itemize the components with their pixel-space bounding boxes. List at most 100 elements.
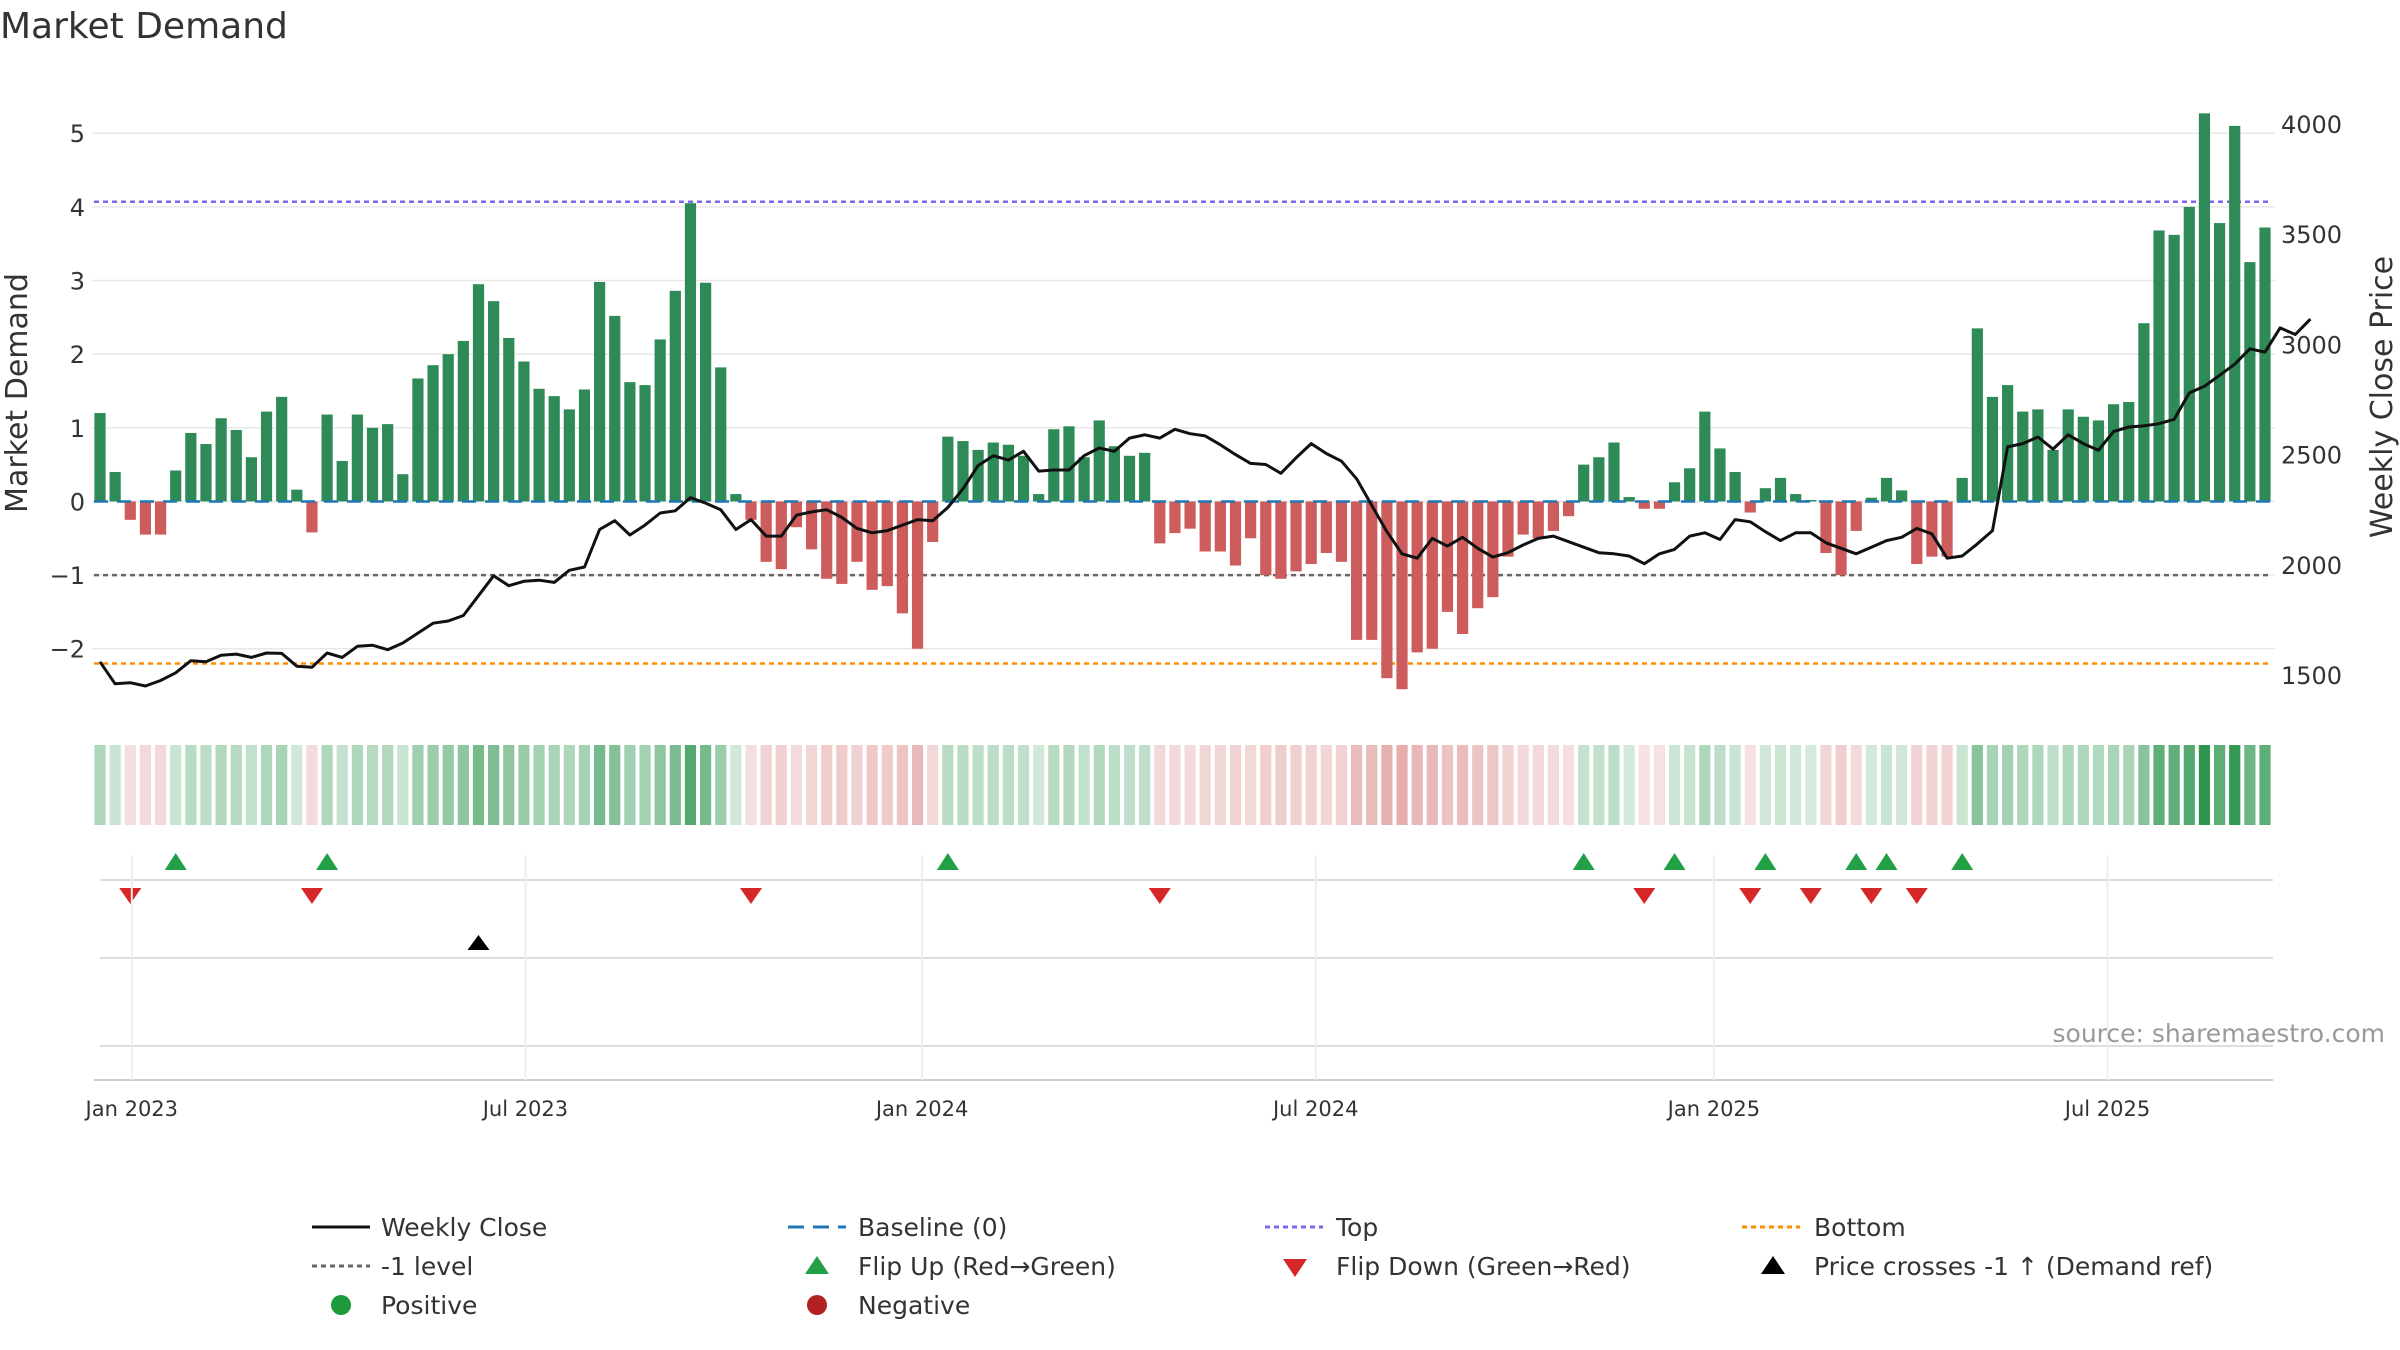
heat-strip-cell xyxy=(1108,745,1120,825)
heat-strip-cell xyxy=(1093,745,1105,825)
heat-strip-cell xyxy=(775,745,787,825)
left-axis-tick-label: −2 xyxy=(50,636,85,664)
heat-strip-cell xyxy=(1684,745,1696,825)
demand-bar-negative xyxy=(1472,501,1484,609)
heat-strip-cell xyxy=(1623,745,1635,825)
reference-lines xyxy=(94,200,2271,665)
flip-down-marker xyxy=(740,888,763,904)
heat-strip-cell xyxy=(2259,745,2271,825)
heat-strip-cell xyxy=(927,745,939,825)
heat-strip-cell xyxy=(200,745,212,825)
demand-bar-positive xyxy=(200,443,212,502)
demand-bar-positive xyxy=(94,413,106,502)
flip-up-marker xyxy=(1951,853,1974,870)
legend-item-baseline: Baseline (0) xyxy=(788,1213,1007,1242)
flip-down-marker xyxy=(1860,888,1883,904)
heat-strip-cell xyxy=(1472,745,1484,825)
heat-strip-cell xyxy=(1033,745,1045,825)
demand-bar-negative xyxy=(836,501,848,584)
left-axis-tick-label: 4 xyxy=(70,194,85,222)
demand-bar-positive xyxy=(2077,416,2089,502)
left-axis-tick-label: 5 xyxy=(70,120,85,148)
legend-item-positive: Positive xyxy=(331,1291,477,1320)
demand-bar-positive xyxy=(1123,455,1136,502)
heat-strip-cell xyxy=(1396,745,1408,825)
left-axis-tick-label: 0 xyxy=(70,488,85,516)
demand-bar-negative xyxy=(760,501,772,562)
left-axis-tick-label: 2 xyxy=(70,341,85,369)
demand-bar-negative xyxy=(1547,501,1560,531)
demand-bar-negative xyxy=(1926,501,1938,557)
flip-down-marker xyxy=(1148,888,1171,904)
demand-bar-negative xyxy=(1351,501,1363,640)
demand-bars xyxy=(94,113,2271,690)
heat-strip-cell xyxy=(790,745,803,825)
flip-up-marker xyxy=(1572,853,1595,870)
demand-bar-negative xyxy=(911,501,924,649)
demand-bar-negative xyxy=(124,501,136,520)
heat-strip-cell xyxy=(1290,745,1302,825)
demand-bar-positive xyxy=(518,361,530,502)
flip-up-marker xyxy=(316,853,339,870)
heat-strip-cell xyxy=(578,745,591,825)
demand-bar-negative xyxy=(1744,501,1756,513)
event-markers xyxy=(94,853,2273,1081)
demand-bar-negative xyxy=(881,501,893,587)
heat-strip-cell xyxy=(1986,745,1999,825)
heat-strip-cell xyxy=(1971,745,1983,825)
heat-strip-cell xyxy=(2123,745,2135,825)
heat-strip-cell xyxy=(1426,745,1438,825)
demand-bar-positive xyxy=(669,290,681,502)
heat-strip-cell xyxy=(260,745,273,825)
demand-bar-positive xyxy=(1865,497,1877,502)
demand-bar-positive xyxy=(684,203,697,502)
heat-strip-cell xyxy=(1911,745,1923,825)
demand-bar-negative xyxy=(1911,501,1923,565)
demand-bar-negative xyxy=(866,501,878,590)
demand-bar-positive xyxy=(442,354,454,502)
heat-strip-cell xyxy=(2213,745,2226,825)
demand-bar-negative xyxy=(1941,501,1953,557)
demand-bar-positive xyxy=(1002,444,1014,502)
heat-strip-cell xyxy=(1790,745,1802,825)
heat-strip-cell xyxy=(1245,745,1257,825)
heat-strip-cell xyxy=(957,745,969,825)
demand-bar-positive xyxy=(2183,206,2195,502)
legend-positive-dot-icon xyxy=(331,1295,351,1315)
heat-strip-cell xyxy=(1744,745,1756,825)
demand-bar-positive xyxy=(1729,471,1741,502)
demand-bar-positive xyxy=(1714,448,1726,502)
flip-up-marker xyxy=(936,853,959,870)
heat-strip-cell xyxy=(1956,745,1968,825)
heat-strip-cell xyxy=(382,745,394,825)
heat-strip-cell xyxy=(594,745,606,825)
heat-strip-cell xyxy=(1517,745,1529,825)
heat-strip-cell xyxy=(881,745,893,825)
demand-bar-positive xyxy=(185,432,197,502)
demand-bar-positive xyxy=(2017,411,2029,502)
legend-item-bottom: Bottom xyxy=(1742,1213,1906,1242)
demand-bar-negative xyxy=(1820,501,1832,553)
heat-strip-cell xyxy=(1850,745,1862,825)
demand-bar-negative xyxy=(154,501,167,535)
flip-down-marker xyxy=(300,888,323,904)
demand-bar-positive xyxy=(1608,442,1620,502)
heat-strip-cell xyxy=(1532,745,1544,825)
demand-bar-negative xyxy=(1275,501,1287,579)
demand-bar-positive xyxy=(1668,482,1681,502)
demand-bar-positive xyxy=(2198,113,2211,502)
heat-strip-cell xyxy=(760,745,772,825)
heat-strip-cell xyxy=(124,745,136,825)
demand-bar-positive xyxy=(533,388,545,502)
heat-strip-cell xyxy=(1820,745,1832,825)
heat-strip-cell xyxy=(1714,745,1726,825)
demand-bar-positive xyxy=(2092,420,2105,502)
heat-strip-cell xyxy=(215,745,227,825)
demand-bar-negative xyxy=(1184,501,1196,529)
demand-bar-negative xyxy=(1502,501,1514,557)
heat-strip-cell xyxy=(170,745,182,825)
legend-flip-down-icon xyxy=(1283,1259,1307,1277)
chart-title: Market Demand xyxy=(0,6,288,47)
heat-strip-cell xyxy=(109,745,121,825)
demand-bar-positive xyxy=(609,315,621,502)
